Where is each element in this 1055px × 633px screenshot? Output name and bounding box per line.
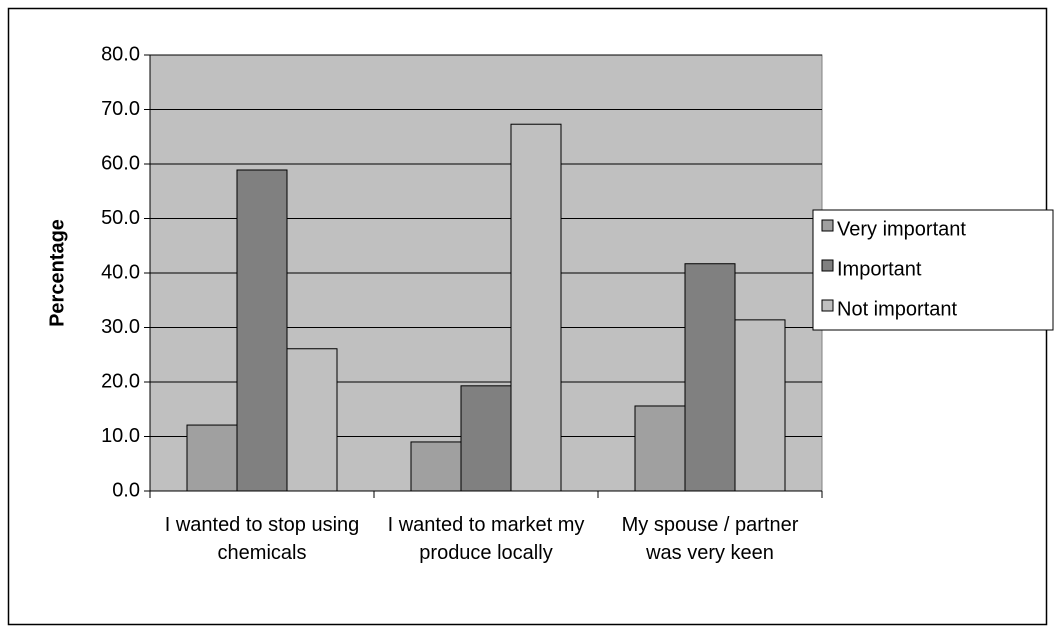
x-tick-label: I wanted to stop using chemicals: [164, 514, 360, 564]
legend-swatch: [821, 219, 834, 232]
bar: [510, 123, 562, 492]
legend-box: [812, 209, 1054, 331]
y-tick-label: 0.0: [112, 479, 140, 501]
y-axis-label: Percentage: [46, 219, 68, 327]
y-tick-label: 30.0: [101, 316, 140, 338]
bar: [236, 169, 288, 492]
legend-swatch: [821, 259, 834, 272]
legend-swatch: [821, 299, 834, 312]
y-tick-label: 40.0: [101, 261, 140, 283]
x-tick-label: My spouse / partner was very keen: [621, 514, 799, 564]
legend-label: Not important: [837, 298, 957, 320]
bar: [460, 385, 512, 492]
bar: [634, 405, 686, 492]
y-tick-label: 70.0: [101, 98, 140, 120]
y-tick-label: 10.0: [101, 425, 140, 447]
bar: [186, 424, 238, 492]
y-tick-label: 80.0: [101, 43, 140, 65]
x-tick-label: I wanted to market my produce locally: [387, 514, 585, 564]
legend-label: Important: [837, 258, 922, 280]
bar: [410, 441, 462, 492]
y-tick-label: 20.0: [101, 370, 140, 392]
y-tick-label: 60.0: [101, 152, 140, 174]
bar: [684, 263, 736, 492]
legend-label: Very important: [837, 218, 966, 240]
bar: [286, 348, 338, 492]
bar: [734, 319, 786, 492]
y-tick-label: 50.0: [101, 207, 140, 229]
